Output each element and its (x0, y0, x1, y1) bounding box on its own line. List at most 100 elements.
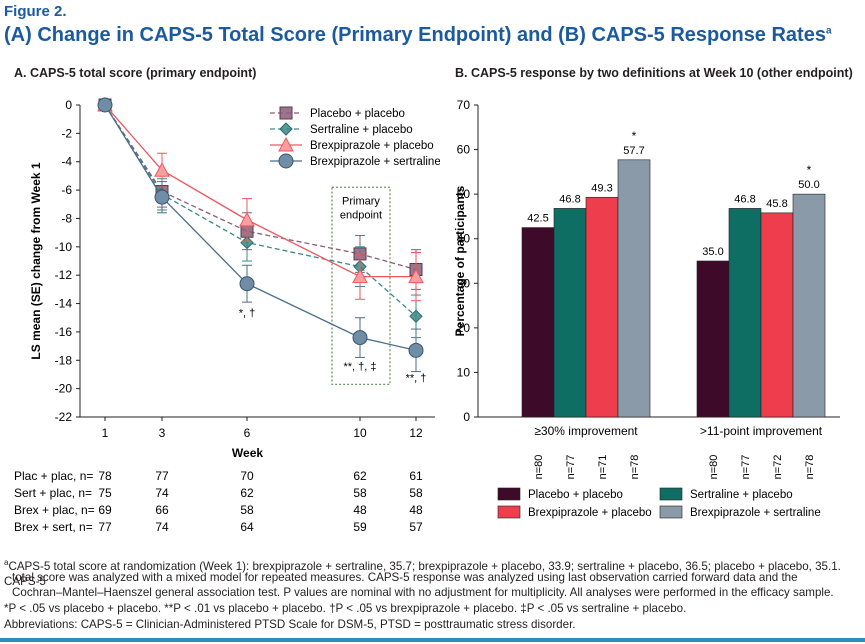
x-axis-title: Week (232, 446, 263, 460)
n-value: 59 (353, 520, 367, 534)
marker-circle (278, 153, 294, 169)
marker-circle (352, 330, 368, 346)
primary-endpoint-label: endpoint (340, 209, 382, 221)
marker-circle (408, 342, 424, 358)
y-tick-label: 60 (457, 143, 471, 157)
marker-triangle (278, 136, 294, 152)
figure-title-footnote-mark: a (825, 25, 832, 37)
n-value: 66 (155, 503, 169, 517)
panel-b-title: B. CAPS-5 response by two definitions at… (455, 66, 853, 80)
bar-brexpiprazole-placebo (585, 196, 619, 418)
n-row-label: Plac + plac, n= (14, 469, 93, 483)
significance-star: * (632, 129, 637, 143)
marker-diamond (240, 235, 254, 250)
figure-title-text: (A) Change in CAPS-5 Total Score (Primar… (4, 24, 826, 46)
legend-label: Brexpiprazole + placebo (310, 140, 434, 152)
marker-diamond (409, 309, 423, 324)
panel-a-title: A. CAPS-5 total score (primary endpoint) (14, 66, 257, 80)
n-value: 64 (240, 520, 254, 534)
marker-circle (154, 189, 170, 205)
n-value: 74 (155, 520, 169, 534)
bar-value-label: 46.8 (734, 193, 755, 205)
bar-n-label: n=80 (708, 455, 720, 480)
y-tick-label: -10 (55, 240, 73, 254)
y-tick-label: 30 (457, 276, 471, 290)
bar-placebo-placebo (696, 260, 730, 418)
series-brexpiprazole-sertraline (97, 97, 424, 373)
chart-a-line: 0 -2 -4 -6 -8 -10 -12 -14 -16 -18 -20 -22 1 3 6 10 12 Wee… (14, 96, 440, 534)
y-tick-label: 0 (65, 98, 72, 112)
series-line (104, 104, 417, 271)
bar-n-label: n=78 (629, 455, 641, 480)
y-tick-label: -12 (55, 268, 73, 282)
y-tick-label: 20 (457, 321, 471, 335)
x-tick-label: 12 (409, 426, 423, 440)
y-tick-label: -4 (61, 155, 72, 169)
marker-circle (239, 276, 255, 292)
bar-placebo-placebo (521, 227, 555, 418)
y-tick-label: -6 (61, 183, 72, 197)
significance-annotation: **, † (406, 373, 427, 385)
bar-value-label: 50.0 (798, 179, 819, 191)
bar-n-label: n=80 (533, 455, 545, 480)
n-value: 58 (353, 486, 367, 500)
bar-brexpiprazole-placebo (760, 212, 794, 418)
bar-n-label: n=77 (565, 455, 577, 480)
n-value: 74 (155, 486, 169, 500)
footnote-significance: *P < .05 vs placebo + placebo. **P < .01… (4, 602, 687, 615)
chart-b-bar: 0 10 20 30 40 50 60 70 Percentage of participant… (453, 98, 840, 519)
marker-triangle (352, 268, 368, 284)
y-axis-title: Percentage of participants (453, 185, 467, 336)
marker-triangle (408, 268, 424, 284)
legend-swatch (659, 487, 683, 501)
bar-value-label: 45.8 (766, 198, 787, 210)
legend-label: Brexpiprazole + sertraline (310, 156, 440, 168)
n-value: 78 (98, 469, 112, 483)
bar-brexpiprazole-sertraline (617, 159, 651, 418)
y-tick-label: -14 (55, 297, 73, 311)
primary-endpoint-label: Primary (342, 195, 380, 207)
n-row-label: Brex + sert, n= (14, 520, 93, 534)
bottom-rule (0, 638, 865, 642)
n-value: 77 (98, 520, 112, 534)
n-row-label: Brex + plac, n= (14, 503, 95, 517)
legend-label: Placebo + placebo (528, 489, 623, 501)
y-axis-title: LS mean (SE) change from Week 1 (29, 162, 43, 359)
bar-sertraline-placebo (728, 208, 762, 418)
y-tick-label: 40 (457, 232, 471, 246)
figure-title: (A) Change in CAPS-5 Total Score (Primar… (4, 24, 832, 47)
marker-diamond (279, 122, 293, 136)
legend-swatch (497, 487, 521, 501)
bar-n-label: n=78 (804, 455, 816, 480)
footnote-a-text: CAPS-5 total score at randomization (Wee… (4, 559, 841, 588)
y-tick-label: -20 (55, 382, 73, 396)
y-tick-label: 50 (457, 187, 471, 201)
x-tick-label: 6 (244, 426, 251, 440)
bar-n-label: n=72 (772, 455, 784, 480)
legend-label: Sertraline + placebo (310, 124, 413, 136)
footnote-abbreviations: Abbreviations: CAPS-5 = Clinician-Admini… (4, 618, 576, 631)
bar-n-label: n=71 (597, 455, 609, 480)
footnote-a: aCAPS-5 total score at randomization (We… (4, 555, 860, 589)
legend-label: Brexpiprazole + placebo (528, 507, 652, 519)
x-tick-label: 10 (353, 426, 367, 440)
y-tick-label: 10 (457, 365, 471, 379)
footnote-a-line3: Cochran–Mantel–Haenszel general associat… (12, 586, 834, 599)
significance-annotation: **, †, ‡ (343, 361, 376, 373)
n-value: 61 (409, 469, 423, 483)
legend-label: Placebo + placebo (310, 108, 405, 120)
n-value: 48 (409, 503, 423, 517)
legend-label: Brexpiprazole + sertraline (690, 507, 821, 519)
n-row-label: Sert + plac, n= (14, 486, 92, 500)
bar-value-label: 35.0 (702, 246, 723, 258)
y-tick-label: -2 (61, 126, 72, 140)
y-tick-label: 0 (463, 410, 470, 424)
category-label: >11-point improvement (700, 424, 823, 438)
significance-star: * (807, 163, 812, 177)
n-value: 70 (240, 469, 254, 483)
footnote-a-mark: a (4, 558, 9, 567)
n-value: 62 (240, 486, 254, 500)
legend-swatch (497, 505, 521, 519)
figure-label: Figure 2. (4, 3, 67, 20)
bar-n-label: n=77 (740, 455, 752, 480)
